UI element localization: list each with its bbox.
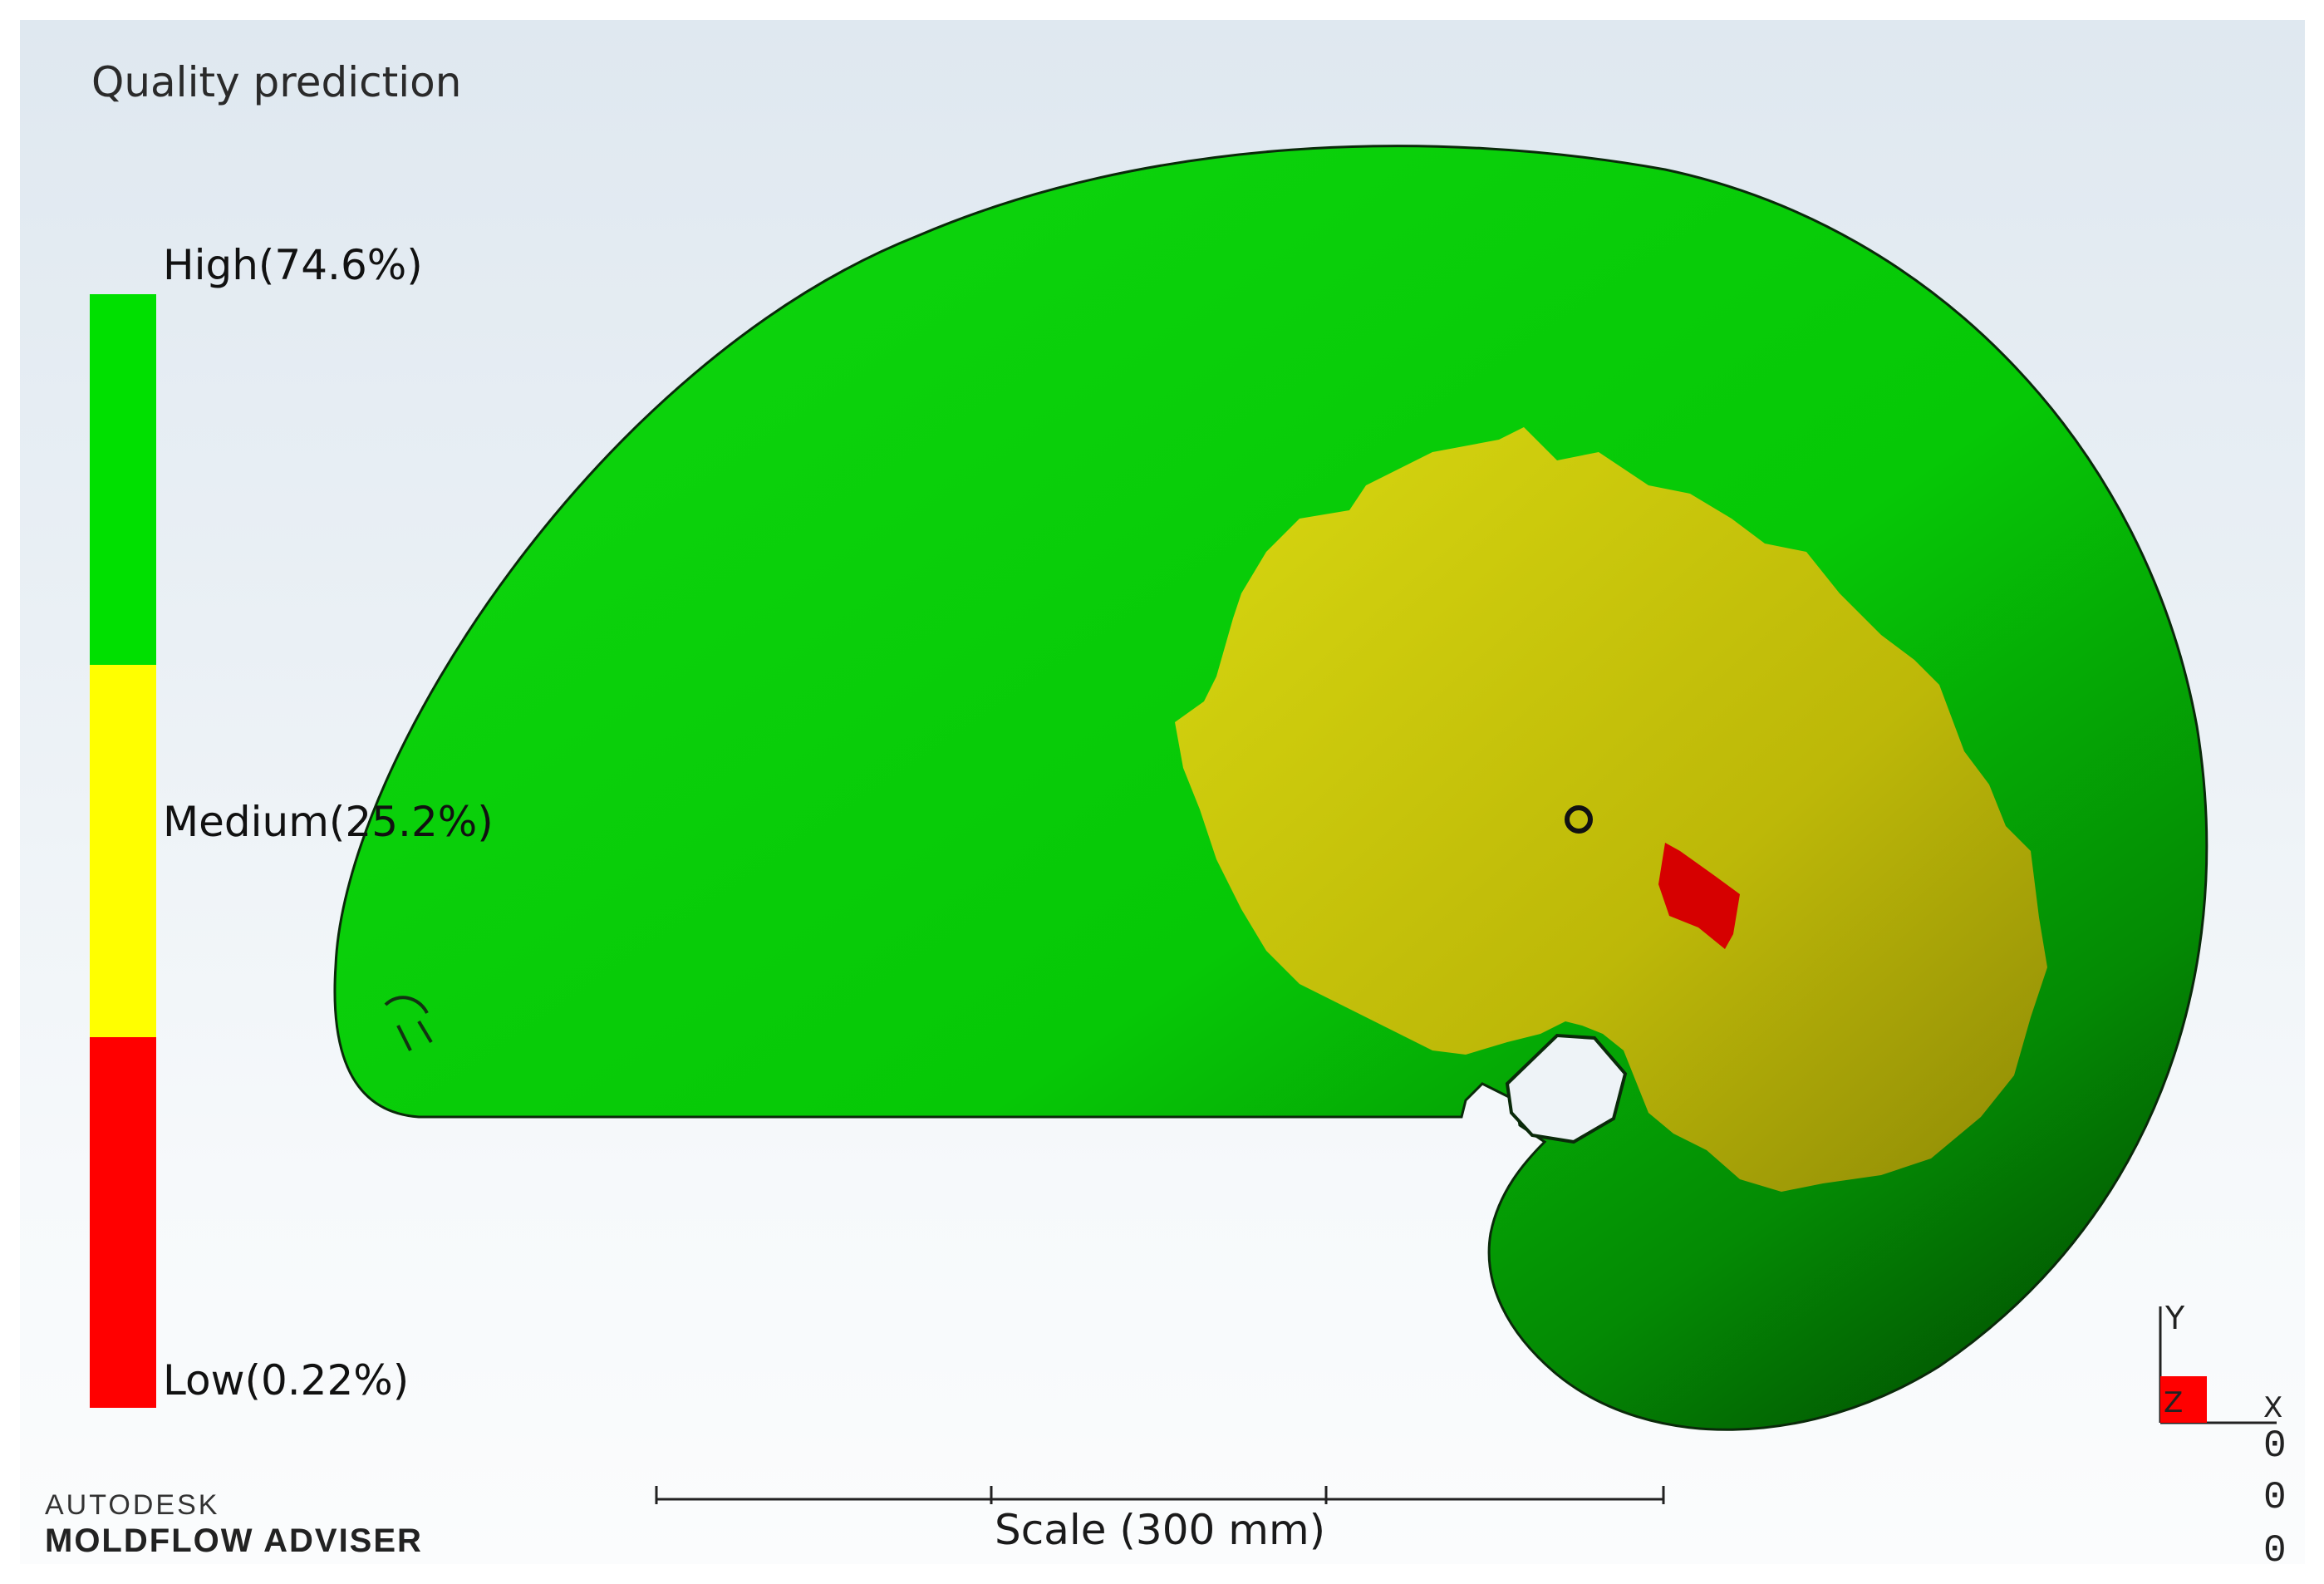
- axis-triad: [2159, 1306, 2277, 1424]
- brand-moldflow-adviser: MOLDFLOW ADVISER: [45, 1523, 423, 1559]
- injection-location-marker: [1565, 805, 1593, 834]
- legend-swatch-medium: [90, 665, 156, 1037]
- scale-bar: [655, 1486, 1665, 1504]
- legend-label-low: Low(0.22%): [163, 1356, 410, 1404]
- legend-label-medium: Medium(25.2%): [163, 798, 494, 846]
- part-low-quality-region: [1658, 843, 1740, 949]
- brand-autodesk: AUTODESK: [45, 1489, 220, 1521]
- part-model-render[interactable]: [20, 20, 2305, 1564]
- triad-y-label: Y: [2165, 1300, 2185, 1336]
- coord-x-value: 0: [2263, 1424, 2287, 1468]
- result-title: Quality prediction: [91, 58, 462, 106]
- part-detail-feature: [384, 996, 433, 1051]
- legend-label-high: High(74.6%): [163, 241, 423, 289]
- part-hole: [1505, 1033, 1628, 1144]
- model-viewport[interactable]: Quality prediction High(74.6%) Medium(25…: [20, 20, 2305, 1564]
- part-medium-quality-region: [1175, 427, 2047, 1192]
- legend-swatch-low: [90, 1037, 156, 1408]
- legend-swatch-high: [90, 294, 156, 665]
- coord-z-value: 0: [2263, 1529, 2287, 1564]
- scale-label: Scale (300 mm): [995, 1506, 1326, 1554]
- triad-z-label: Z: [2164, 1386, 2184, 1419]
- quality-legend-bar: [90, 294, 156, 1408]
- coord-y-value: 0: [2263, 1476, 2287, 1519]
- triad-x-label: X: [2263, 1391, 2283, 1424]
